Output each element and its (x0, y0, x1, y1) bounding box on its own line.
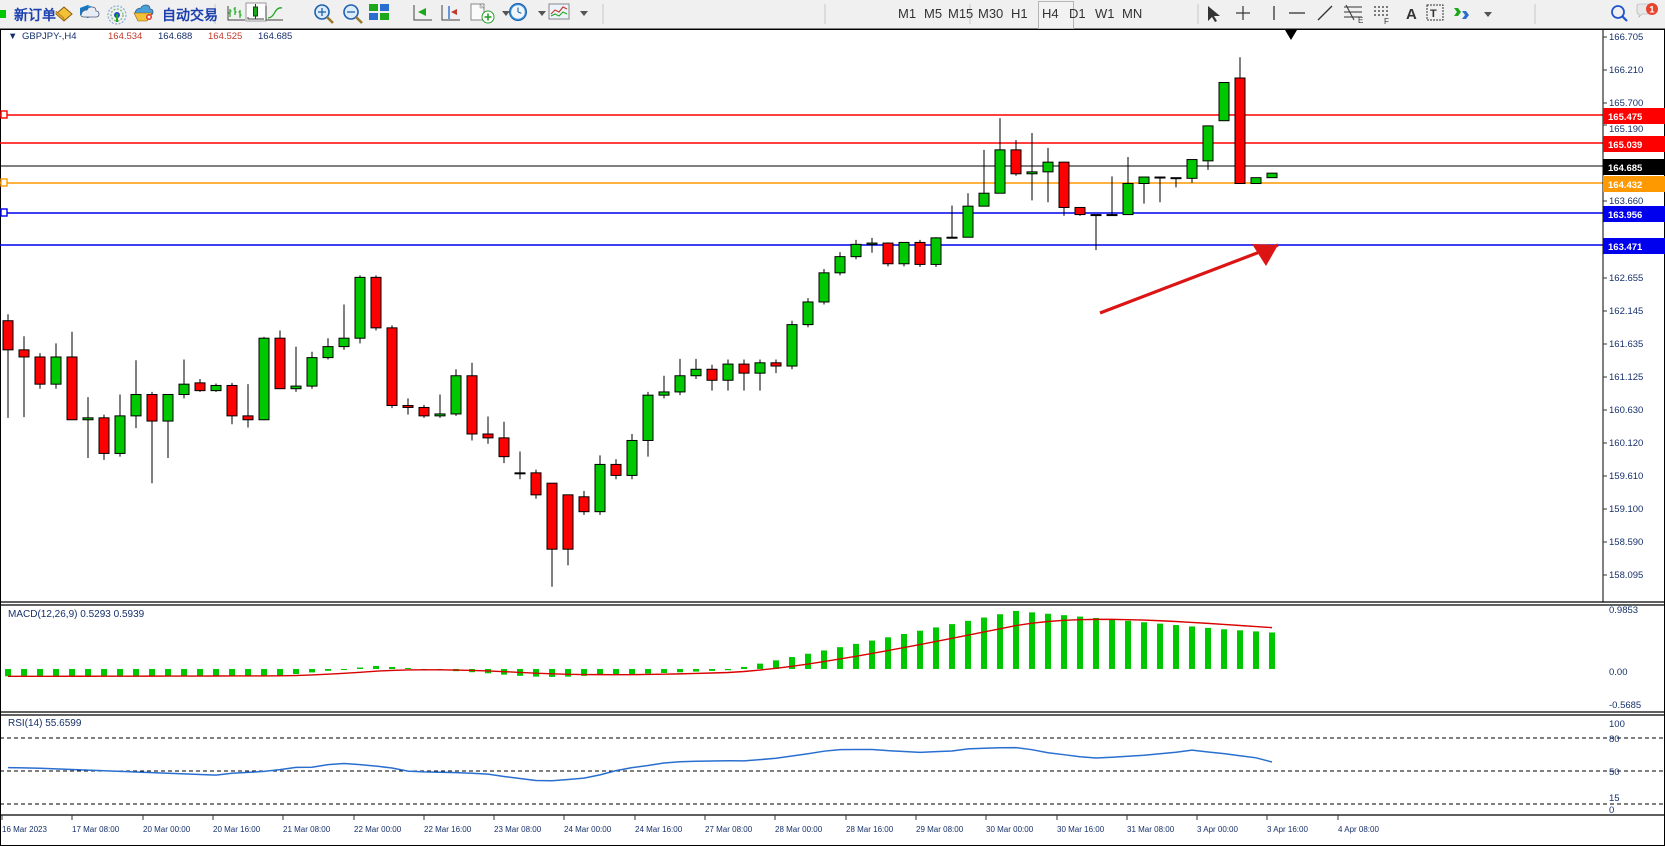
svg-text:165.039: 165.039 (1608, 140, 1642, 151)
svg-text:GBPJPY-,H4: GBPJPY-,H4 (22, 31, 77, 42)
svg-text:165.190: 165.190 (1609, 124, 1643, 135)
svg-text:162.655: 162.655 (1609, 273, 1643, 284)
svg-text:164.688: 164.688 (158, 31, 192, 42)
svg-text:164.685: 164.685 (1608, 163, 1643, 174)
svg-text:166.210: 166.210 (1609, 65, 1643, 76)
svg-text:165.475: 165.475 (1608, 112, 1643, 123)
svg-text:163.471: 163.471 (1608, 242, 1643, 253)
svg-text:163.660: 163.660 (1609, 196, 1643, 207)
svg-text:162.145: 162.145 (1609, 306, 1643, 317)
svg-text:164.685: 164.685 (258, 31, 292, 42)
svg-text:160.120: 160.120 (1609, 438, 1643, 449)
svg-text:160.630: 160.630 (1609, 405, 1643, 416)
svg-text:▼: ▼ (8, 31, 17, 42)
svg-text:158.095: 158.095 (1609, 570, 1643, 581)
svg-text:164.534: 164.534 (108, 31, 142, 42)
svg-text:165.700: 165.700 (1609, 98, 1643, 109)
svg-text:163.956: 163.956 (1608, 210, 1642, 221)
svg-text:159.100: 159.100 (1609, 504, 1643, 515)
svg-text:164.432: 164.432 (1608, 180, 1642, 191)
svg-text:164.525: 164.525 (208, 31, 242, 42)
svg-text:161.125: 161.125 (1609, 372, 1643, 383)
svg-text:161.635: 161.635 (1609, 339, 1643, 350)
svg-text:166.705: 166.705 (1609, 32, 1643, 43)
svg-text:158.590: 158.590 (1609, 537, 1643, 548)
svg-text:159.610: 159.610 (1609, 471, 1643, 482)
